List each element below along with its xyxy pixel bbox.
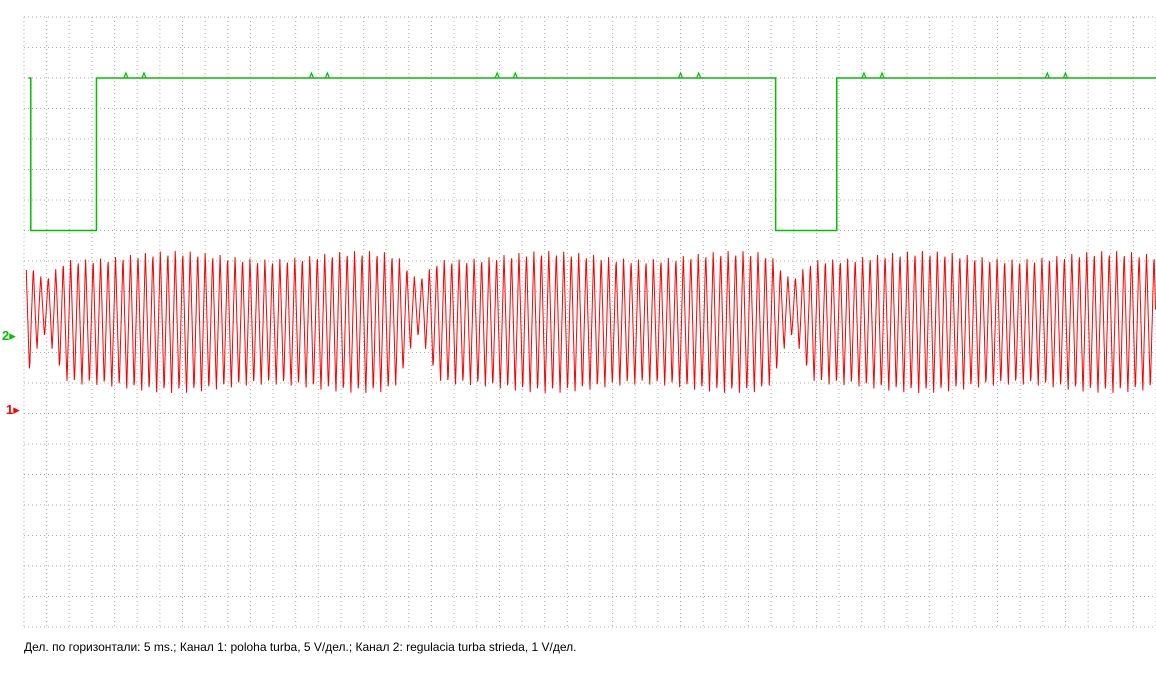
channel-2-marker-label: 2 [2,328,10,343]
oscilloscope-screen [23,16,1156,628]
channel-2-spike [1062,71,1068,79]
channel-2-spike [678,71,684,79]
channel-2-spikes [123,71,1068,79]
channel-2-spike [512,71,518,79]
channel-2-spike [696,71,702,79]
channel-2-spike [123,71,129,79]
channel-2-spike [141,71,147,79]
channel-1-marker-arrow-icon: ▸ [13,402,20,417]
scope-caption: Дел. по горизонтали: 5 ms.; Канал 1: pol… [24,640,577,654]
channel-2-spike [1044,71,1050,79]
channel-2-marker-arrow-icon: ▸ [9,328,16,343]
channel-2-spike [879,71,885,79]
channel-2-spike [494,71,500,79]
channel-1-marker-label: 1 [6,402,14,417]
channel-2-spike [861,71,867,79]
channel-2-trace [28,77,1156,232]
grid [23,16,1156,628]
channel-1-marker: 1▸ [6,403,20,417]
channel-1-trace [25,250,1156,394]
channel-2-spike [324,71,330,79]
channel-2-marker: 2▸ [2,329,16,343]
channel-2-spike [308,71,315,79]
